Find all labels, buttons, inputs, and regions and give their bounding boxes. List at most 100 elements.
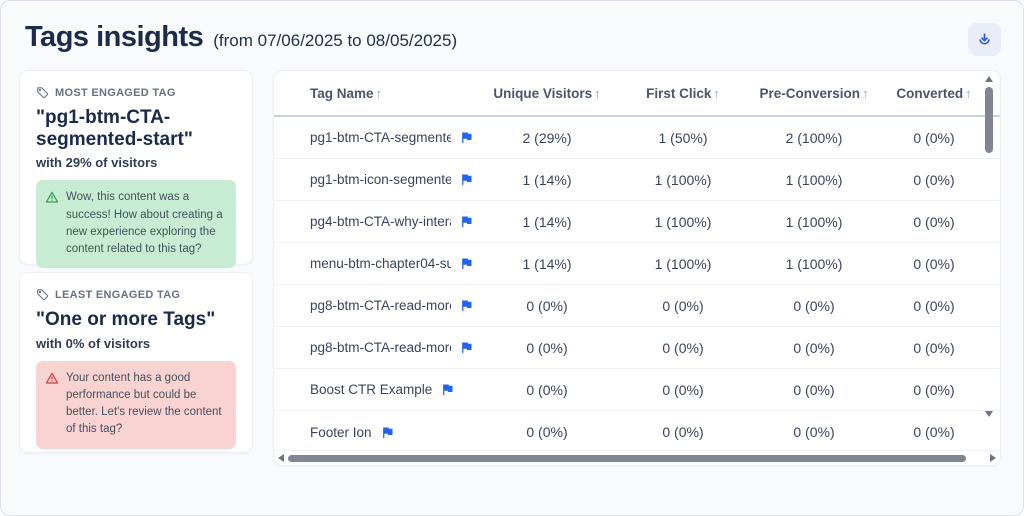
- content-area: MOST ENGAGED TAG "pg1-btm-CTA-segmented-…: [1, 68, 1023, 466]
- download-button[interactable]: [968, 23, 1001, 56]
- success-alert: Wow, this content was a success! How abo…: [36, 180, 236, 269]
- tag-name: pg8-btm-CTA-read-more-p: [310, 298, 451, 313]
- first-click-cell: 1 (50%): [658, 129, 708, 146]
- converted-cell: 0 (0%): [913, 213, 955, 230]
- most-engaged-card: MOST ENGAGED TAG "pg1-btm-CTA-segmented-…: [19, 70, 253, 269]
- unique-visitors-cell: 0 (0%): [526, 297, 568, 314]
- unique-visitors-cell: 0 (0%): [526, 381, 568, 398]
- converted-cell: 0 (0%): [913, 171, 955, 188]
- table-body: pg1-btm-CTA-segmented-s 2 (29%) 1 (50%) …: [274, 117, 1000, 453]
- first-click-cell: 0 (0%): [662, 297, 704, 314]
- least-engaged-visitors: with 0% of visitors: [36, 335, 151, 351]
- unique-visitors-cell: 1 (14%): [522, 213, 572, 230]
- pre-conversion-cell: 1 (100%): [785, 213, 843, 230]
- table-row[interactable]: Boost CTR Example 0 (0%) 0 (0%) 0 (0%) 0…: [274, 369, 1000, 411]
- least-engaged-tag-name: "One or more Tags": [36, 309, 216, 330]
- table-row[interactable]: pg8-btm-CTA-read-more-v 0 (0%) 0 (0%) 0 …: [274, 327, 1000, 369]
- scroll-right-arrow[interactable]: [990, 454, 996, 462]
- pre-conversion-cell: 1 (100%): [785, 171, 843, 188]
- pre-conversion-cell: 0 (0%): [793, 424, 835, 440]
- tag-name-cell: Footer Ion: [274, 425, 474, 440]
- table-row[interactable]: pg8-btm-CTA-read-more-p 0 (0%) 0 (0%) 0 …: [274, 285, 1000, 327]
- column-header-unique-visitors[interactable]: Unique Visitors ↑: [493, 85, 601, 101]
- table-row[interactable]: pg4-btm-CTA-why-interact 1 (14%) 1 (100%…: [274, 201, 1000, 243]
- tag-name-cell: pg8-btm-CTA-read-more-v: [274, 340, 474, 355]
- column-header-converted[interactable]: Converted ↑: [896, 85, 972, 101]
- horizontal-scrollbar[interactable]: [274, 450, 1000, 465]
- column-header-pre-conversion[interactable]: Pre-Conversion ↑: [759, 85, 869, 101]
- tag-name: pg8-btm-CTA-read-more-v: [310, 340, 451, 355]
- table-row[interactable]: Footer Ion 0 (0%) 0 (0%) 0 (0%) 0 (0%): [274, 411, 1000, 453]
- tag-name: pg1-btm-CTA-segmented-s: [310, 130, 451, 145]
- warning-alert: Your content has a good performance but …: [36, 360, 236, 449]
- horizontal-scrollbar-thumb[interactable]: [288, 454, 966, 462]
- page-header: Tags insights (from 07/06/2025 to 08/05/…: [1, 1, 1023, 68]
- first-click-cell: 0 (0%): [662, 381, 704, 398]
- table-row[interactable]: menu-btm-chapter04-subse 1 (14%) 1 (100%…: [274, 243, 1000, 285]
- sort-asc-icon[interactable]: ↑: [713, 85, 720, 101]
- warning-triangle-icon: [45, 370, 59, 439]
- tag-name-cell: menu-btm-chapter04-subse: [274, 256, 474, 271]
- warning-triangle-icon: [45, 189, 59, 258]
- tag-name: Footer Ion: [310, 424, 372, 440]
- flag-icon: [380, 425, 395, 440]
- vertical-scrollbar-thumb[interactable]: [985, 87, 993, 153]
- tag-name: Boost CTR Example: [310, 382, 433, 397]
- tag-name-cell: Boost CTR Example: [274, 382, 474, 397]
- first-click-cell: 1 (100%): [654, 171, 712, 188]
- flag-icon: [459, 172, 474, 187]
- table-row[interactable]: pg1-btm-icon-segmented 1 (14%) 1 (100%) …: [274, 159, 1000, 201]
- tag-name: menu-btm-chapter04-subse: [310, 256, 451, 271]
- converted-cell: 0 (0%): [913, 381, 955, 398]
- tag-icon: [36, 288, 49, 301]
- sort-asc-icon[interactable]: ↑: [375, 85, 383, 101]
- flag-icon: [459, 214, 474, 229]
- table-row[interactable]: pg1-btm-CTA-segmented-s 2 (29%) 1 (50%) …: [274, 117, 1000, 159]
- tag-icon: [36, 86, 49, 99]
- success-alert-text: Wow, this content was a success! How abo…: [66, 191, 223, 256]
- pre-conversion-cell: 1 (100%): [785, 255, 843, 272]
- sort-asc-icon[interactable]: ↑: [594, 85, 601, 101]
- pre-conversion-cell: 0 (0%): [793, 339, 835, 356]
- column-header-first-click[interactable]: First Click ↑: [646, 85, 720, 101]
- tag-name-cell: pg8-btm-CTA-read-more-p: [274, 298, 474, 313]
- unique-visitors-cell: 0 (0%): [526, 424, 568, 440]
- least-engaged-label: LEAST ENGAGED TAG: [55, 288, 181, 301]
- date-range: (from 07/06/2025 to 08/05/2025): [213, 31, 458, 50]
- most-engaged-header: MOST ENGAGED TAG: [36, 86, 236, 99]
- most-engaged-tag-name: "pg1-btm-CTA-segmented-start": [36, 107, 193, 150]
- sort-asc-icon[interactable]: ↑: [862, 85, 869, 101]
- least-engaged-card: LEAST ENGAGED TAG "One or more Tags" wit…: [19, 272, 253, 453]
- tag-name-cell: pg4-btm-CTA-why-interact: [274, 214, 474, 229]
- title-wrap: Tags insights (from 07/06/2025 to 08/05/…: [25, 21, 457, 54]
- sort-asc-icon[interactable]: ↑: [965, 85, 972, 101]
- pre-conversion-cell: 0 (0%): [793, 297, 835, 314]
- flag-icon: [459, 340, 474, 355]
- tag-name: pg1-btm-icon-segmented: [310, 172, 451, 187]
- tag-name-cell: pg1-btm-icon-segmented: [274, 172, 474, 187]
- most-engaged-label: MOST ENGAGED TAG: [55, 86, 176, 99]
- insights-sidebar: MOST ENGAGED TAG "pg1-btm-CTA-segmented-…: [19, 70, 253, 466]
- converted-cell: 0 (0%): [913, 129, 955, 146]
- first-click-cell: 0 (0%): [662, 424, 704, 440]
- pre-conversion-cell: 0 (0%): [793, 381, 835, 398]
- column-header-tag-name[interactable]: Tag Name ↑: [310, 85, 383, 101]
- scroll-left-arrow[interactable]: [278, 454, 284, 462]
- tags-table-card: Tag Name ↑ Unique Visitors ↑ First Click ↑ …: [273, 70, 1001, 466]
- converted-cell: 0 (0%): [913, 255, 955, 272]
- scroll-up-arrow[interactable]: [985, 76, 993, 82]
- first-click-cell: 0 (0%): [662, 339, 704, 356]
- scroll-down-arrow[interactable]: [985, 411, 993, 417]
- table-header-row: Tag Name ↑ Unique Visitors ↑ First Click ↑ …: [274, 71, 1000, 117]
- page-title: Tags insights: [25, 21, 204, 53]
- warning-alert-text: Your content has a good performance but …: [66, 371, 222, 436]
- tag-name: pg4-btm-CTA-why-interact: [310, 214, 451, 229]
- tag-name-cell: pg1-btm-CTA-segmented-s: [274, 130, 474, 145]
- least-engaged-header: LEAST ENGAGED TAG: [36, 288, 236, 301]
- most-engaged-visitors: with 29% of visitors: [36, 155, 158, 171]
- converted-cell: 0 (0%): [913, 297, 955, 314]
- vertical-scrollbar[interactable]: [981, 71, 997, 439]
- pre-conversion-cell: 2 (100%): [785, 129, 843, 146]
- unique-visitors-cell: 2 (29%): [522, 129, 572, 146]
